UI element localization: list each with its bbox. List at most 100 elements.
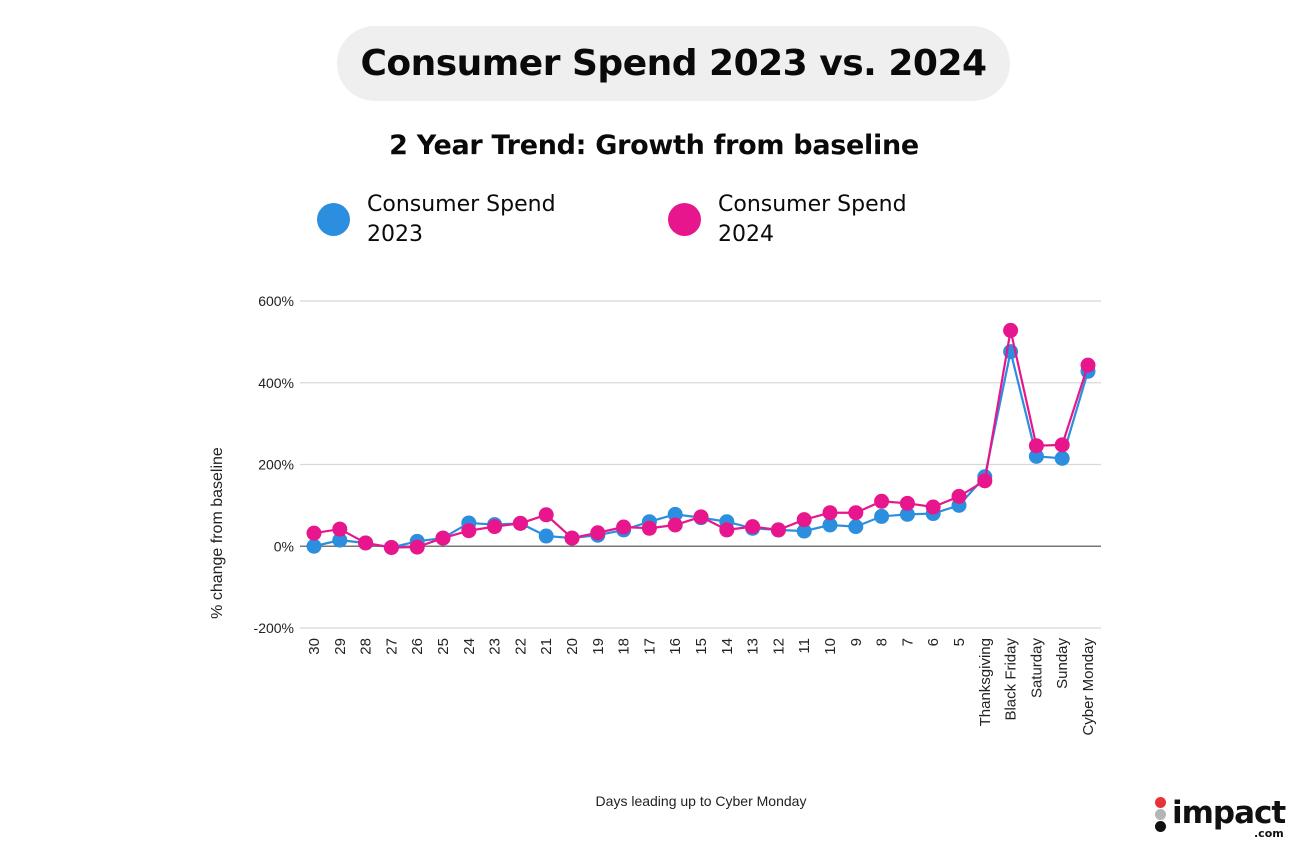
data-point — [564, 530, 580, 546]
data-point — [590, 525, 606, 541]
data-point — [461, 523, 477, 539]
data-point — [538, 528, 554, 544]
data-point — [745, 519, 761, 535]
series-group — [306, 322, 1096, 555]
data-point — [487, 519, 503, 535]
logo-wordmark: impact — [1172, 795, 1286, 831]
x-tick-label: 18 — [616, 638, 633, 655]
legend-label-line-1: Consumer Spend — [718, 192, 907, 217]
impact-logo: impact .com — [1152, 795, 1292, 845]
y-tick-label: 0% — [274, 538, 294, 554]
x-tick-label: 10 — [822, 638, 839, 655]
y-axis-ticks: -200% 0% 200% 400% 600% — [254, 293, 294, 636]
data-point — [796, 512, 812, 528]
x-tick-label: 19 — [590, 638, 607, 655]
x-tick-label: 14 — [719, 638, 736, 655]
x-tick-label: Sunday — [1054, 638, 1071, 689]
data-point — [332, 532, 348, 548]
data-point — [306, 538, 322, 554]
x-tick-label: 5 — [951, 638, 968, 646]
y-tick-label: 200% — [258, 457, 294, 473]
x-tick-label: 20 — [564, 638, 581, 655]
x-tick-label: Thanksgiving — [977, 638, 994, 726]
data-point — [667, 506, 683, 522]
page-title: Consumer Spend 2023 vs. 2024 — [360, 43, 987, 84]
x-tick-label: 25 — [435, 638, 452, 655]
data-point — [719, 522, 735, 538]
x-tick-label: 9 — [848, 638, 865, 646]
y-axis-label: % change from baseline — [209, 447, 226, 619]
data-point — [1080, 357, 1096, 373]
y-tick-label: -200% — [254, 620, 294, 636]
y-tick-label: 600% — [258, 293, 294, 309]
data-point — [1054, 450, 1070, 466]
data-point — [332, 521, 348, 537]
data-point — [822, 517, 838, 533]
x-tick-label: 23 — [487, 638, 504, 655]
legend-label-line-1: Consumer Spend — [367, 192, 556, 217]
legend-marker-2024 — [668, 203, 701, 236]
data-point — [899, 506, 915, 522]
data-point — [358, 535, 374, 551]
x-tick-label: 16 — [667, 638, 684, 655]
data-point — [512, 515, 528, 531]
chart-title: 2 Year Trend: Growth from baseline — [389, 130, 919, 161]
data-point — [538, 507, 554, 523]
x-tick-label: Saturday — [1028, 638, 1045, 699]
x-axis-ticks: 30 29 28 27 26 25 24 23 22 21 20 19 18 17 16 15 14 13 12 11… — [306, 638, 1097, 736]
x-tick-label: 28 — [358, 638, 375, 655]
x-tick-label: 21 — [538, 638, 555, 655]
x-tick-label: 12 — [770, 638, 787, 655]
data-point — [1028, 438, 1044, 454]
logo-dot-black — [1155, 821, 1166, 832]
data-point — [951, 488, 967, 504]
data-point — [1003, 322, 1019, 338]
x-tick-label: 22 — [512, 638, 529, 655]
x-tick-label: 13 — [745, 638, 762, 655]
logo-suffix: .com — [1254, 827, 1284, 840]
x-tick-label: Cyber Monday — [1080, 638, 1097, 736]
series-consumer-spend-2024 — [306, 322, 1096, 555]
data-point — [383, 539, 399, 555]
legend-label-line-2: 2024 — [718, 222, 774, 247]
data-point — [435, 530, 451, 546]
y-tick-label: 400% — [258, 375, 294, 391]
x-tick-label: 26 — [409, 638, 426, 655]
x-tick-label: 15 — [693, 638, 710, 655]
legend-label-2024: Consumer Spend 2024 — [718, 190, 958, 250]
gridlines — [300, 300, 1101, 629]
legend-marker-2023 — [317, 203, 350, 236]
data-point — [874, 493, 890, 509]
data-point — [306, 525, 322, 541]
x-tick-label: 24 — [461, 638, 478, 655]
x-tick-label: 27 — [383, 638, 400, 655]
data-point — [848, 519, 864, 535]
data-point — [667, 517, 683, 533]
data-point — [925, 499, 941, 515]
legend-item-2023: Consumer Spend 2023 — [317, 190, 607, 250]
data-point — [409, 539, 425, 555]
x-tick-label: 17 — [641, 638, 658, 655]
data-point — [641, 520, 657, 536]
data-point — [1028, 448, 1044, 464]
data-point — [848, 505, 864, 521]
data-point — [616, 519, 632, 535]
data-point — [822, 505, 838, 521]
x-tick-label: 29 — [332, 638, 349, 655]
data-point — [1054, 437, 1070, 453]
x-axis-label: Days leading up to Cyber Monday — [595, 793, 807, 809]
data-point — [693, 509, 709, 525]
data-point — [796, 523, 812, 539]
x-tick-label: 8 — [874, 638, 891, 646]
legend-label-line-2: 2023 — [367, 222, 423, 247]
chart-subtitle: 2 Year Trend: Growth from baseline — [0, 130, 1308, 161]
data-point — [977, 473, 993, 489]
legend-item-2024: Consumer Spend 2024 — [668, 190, 958, 250]
x-tick-label: 7 — [899, 638, 916, 646]
x-tick-label: 30 — [306, 638, 323, 655]
x-tick-label: 11 — [796, 638, 813, 654]
logo-dot-red — [1155, 797, 1166, 808]
legend-label-2023: Consumer Spend 2023 — [367, 190, 607, 250]
title-banner: Consumer Spend 2023 vs. 2024 — [337, 26, 1010, 101]
